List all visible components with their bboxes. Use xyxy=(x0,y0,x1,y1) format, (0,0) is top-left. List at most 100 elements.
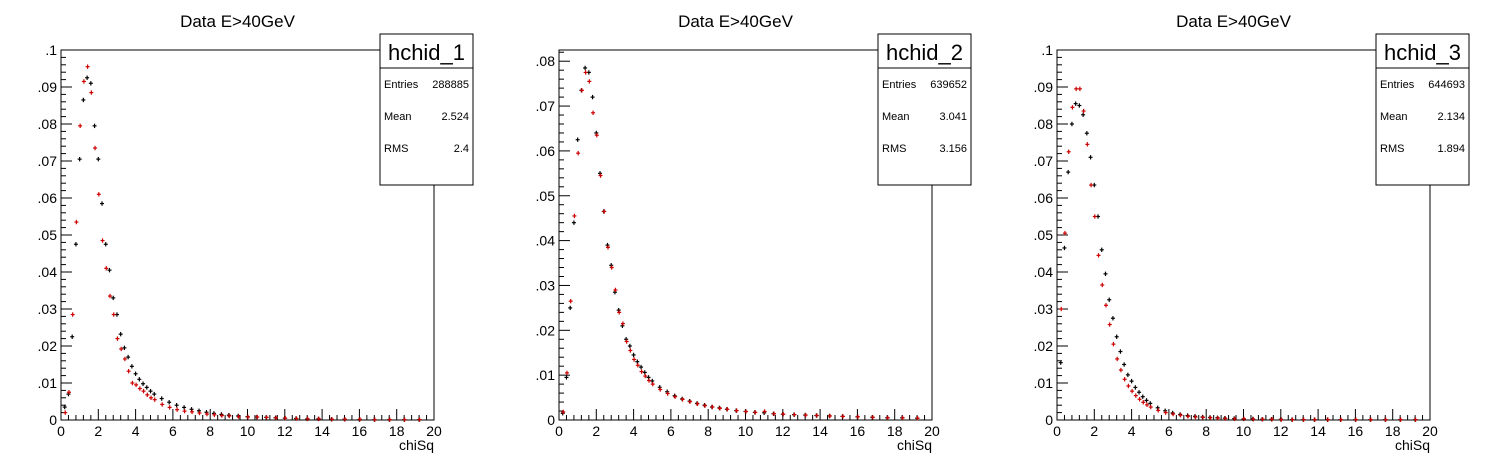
stats-box: hchid_1 Entries 288885 Mean 2.524 RMS 2.4 xyxy=(379,33,474,186)
data-point xyxy=(639,369,644,374)
data-point xyxy=(1338,417,1343,422)
data-point xyxy=(81,97,86,103)
data-point xyxy=(1066,149,1071,154)
data-point xyxy=(885,415,890,420)
data-point xyxy=(100,201,105,206)
data-point xyxy=(583,70,588,75)
data-point xyxy=(1148,404,1153,410)
data-point xyxy=(1383,417,1388,422)
stats-box-name: hchid_3 xyxy=(1384,40,1461,65)
plot-frame xyxy=(558,49,933,421)
data-point xyxy=(658,387,663,392)
data-point xyxy=(1062,230,1067,236)
data-point xyxy=(605,245,610,250)
data-point xyxy=(1107,297,1112,302)
x-tick-label: 10 xyxy=(738,423,754,439)
y-tick-label: .01 xyxy=(536,367,556,383)
data-point xyxy=(1269,417,1274,422)
y-tick-label: .07 xyxy=(1034,153,1054,169)
data-point xyxy=(1232,416,1237,422)
data-point xyxy=(609,265,614,270)
stats-rms-label: RMS xyxy=(882,143,906,155)
data-point xyxy=(1126,383,1131,389)
data-point xyxy=(814,413,819,418)
stats-mean-label: Mean xyxy=(882,111,910,123)
data-point xyxy=(1130,388,1135,394)
data-point xyxy=(725,407,730,412)
data-point xyxy=(1059,306,1064,312)
y-tick-label: .06 xyxy=(536,143,556,159)
data-point xyxy=(1084,131,1089,136)
data-point xyxy=(130,380,135,386)
data-point xyxy=(576,150,581,156)
data-point xyxy=(1144,398,1149,403)
data-point xyxy=(717,406,722,411)
x-tick-label: 4 xyxy=(1128,423,1136,439)
x-tick-label: 2 xyxy=(592,423,600,439)
data-point xyxy=(1092,214,1097,219)
data-point xyxy=(342,417,347,422)
data-point xyxy=(1058,360,1063,365)
data-point xyxy=(624,339,629,344)
chart-title: Data E>40GeV xyxy=(678,12,793,31)
data-point xyxy=(591,110,596,115)
data-point xyxy=(85,64,90,69)
data-point xyxy=(182,408,187,414)
data-point xyxy=(63,410,68,415)
y-tick-label: .05 xyxy=(38,227,58,243)
data-point xyxy=(70,334,75,339)
data-point xyxy=(734,408,739,413)
chart-title: Data E>40GeV xyxy=(1176,12,1291,31)
series-2 xyxy=(1059,86,1418,422)
data-point xyxy=(1137,397,1142,402)
data-point xyxy=(1122,377,1127,382)
data-point xyxy=(159,396,164,401)
data-point xyxy=(647,378,652,383)
data-point xyxy=(1118,349,1123,354)
data-point xyxy=(273,415,278,420)
x-tick-label: 16 xyxy=(850,423,866,439)
data-point xyxy=(1301,417,1306,422)
data-point xyxy=(587,79,592,84)
data-point xyxy=(122,345,127,351)
data-point xyxy=(305,416,310,422)
data-point xyxy=(1074,86,1079,92)
y-tick-label: .1 xyxy=(1041,42,1053,58)
stats-rms-label: RMS xyxy=(1380,143,1404,155)
data-point xyxy=(1312,417,1317,422)
data-point xyxy=(85,75,90,80)
data-point xyxy=(575,137,580,142)
stats-entries-value: 288885 xyxy=(432,79,469,91)
data-point xyxy=(1107,322,1112,327)
x-tick-label: 10 xyxy=(1236,423,1252,439)
data-point xyxy=(1062,245,1067,251)
data-point xyxy=(744,409,748,414)
data-point xyxy=(175,407,180,412)
data-point xyxy=(160,402,165,407)
y-tick-label: .06 xyxy=(38,190,58,206)
x-tick-label: 16 xyxy=(1348,423,1364,439)
data-point xyxy=(1242,416,1246,422)
stats-rms-value: 3.156 xyxy=(939,143,967,155)
series-2 xyxy=(561,70,920,421)
data-point xyxy=(141,388,146,394)
data-point xyxy=(126,368,131,374)
stats-entries-label: Entries xyxy=(384,79,419,91)
data-point xyxy=(144,385,149,390)
data-point xyxy=(617,310,622,315)
data-point xyxy=(915,416,920,421)
data-point xyxy=(1066,169,1071,175)
data-point xyxy=(1133,393,1138,398)
data-point xyxy=(1069,121,1074,127)
data-point xyxy=(93,145,98,151)
y-tick-label: .07 xyxy=(38,153,58,169)
data-point xyxy=(107,293,112,299)
data-point xyxy=(1088,155,1093,160)
data-point xyxy=(1118,367,1123,373)
data-point xyxy=(402,417,407,422)
data-point xyxy=(631,352,636,358)
y-tick-label: .05 xyxy=(536,188,556,204)
data-point xyxy=(236,414,241,419)
x-tick-label: 18 xyxy=(887,423,903,439)
data-point xyxy=(219,413,224,418)
